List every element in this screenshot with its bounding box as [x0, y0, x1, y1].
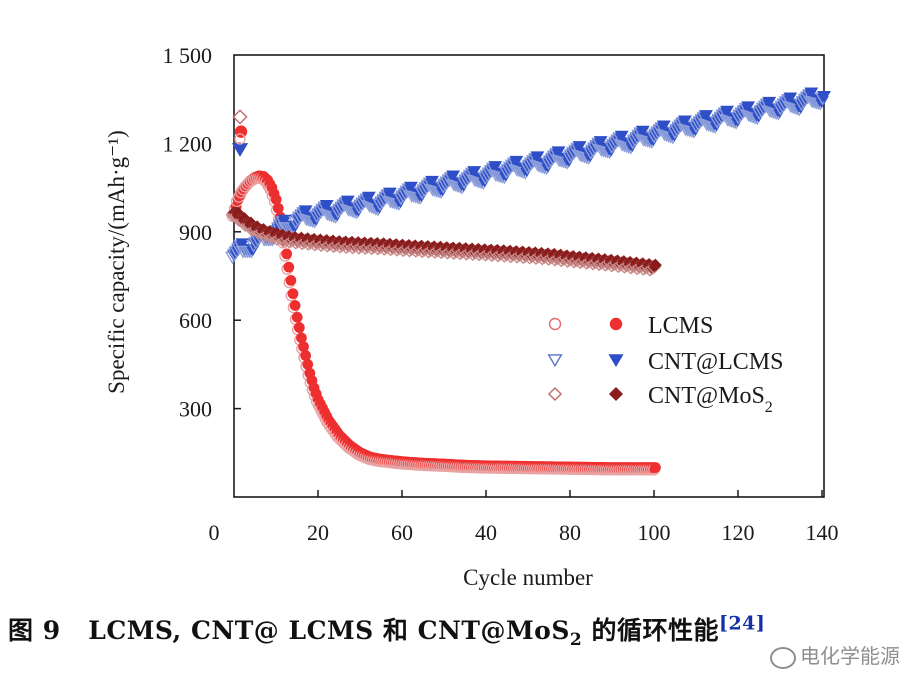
cnt-lcms-point	[656, 120, 671, 133]
plot-frame	[233, 54, 825, 498]
lcms-point	[281, 248, 293, 260]
x-tick-label: 140	[806, 520, 839, 545]
caption-subscript: 2	[569, 630, 583, 650]
cnt-lcms-point	[277, 214, 292, 227]
cnt-lcms-point	[446, 170, 461, 183]
lcms-point	[302, 359, 314, 370]
cnt-lcms-point	[530, 151, 545, 164]
y-tick-label: 600	[179, 308, 212, 333]
cnt-lcms-point	[298, 205, 313, 218]
cnt-lcms-point	[319, 200, 334, 212]
lcms-point	[272, 202, 284, 214]
legend-label-subscript: 2	[765, 399, 773, 416]
cnt-lcms-point	[804, 87, 819, 100]
y-tick-label: 1 200	[163, 131, 213, 156]
legend-label: CNT@LCMS	[648, 349, 783, 375]
legend-marker-open	[547, 386, 563, 402]
cnt-lcms-point	[678, 115, 692, 128]
y-tick-label: 900	[179, 220, 212, 245]
cnt-lcms-point	[383, 187, 397, 200]
cnt-lcms-point	[614, 130, 629, 143]
cnt-lcms-point	[593, 136, 608, 148]
cnt-lcms-point	[488, 161, 503, 173]
y-tick-label: 300	[179, 397, 212, 422]
lcms-point	[291, 311, 303, 323]
lcms-point	[289, 300, 301, 311]
lcms-point	[287, 288, 299, 300]
y-tick-label: 0	[209, 520, 220, 545]
legend-label: LCMS	[648, 313, 713, 339]
cnt-lcms-point	[404, 181, 418, 194]
cnt-lcms-point	[235, 238, 250, 251]
cnt-lcms-point	[551, 146, 566, 159]
legend-marker-filled	[609, 317, 623, 331]
legend-marker-filled	[608, 354, 624, 368]
x-axis-ticks: 20 60 40 80 100 120 140	[307, 490, 839, 545]
lcms-point	[285, 275, 297, 286]
lcms-initial-open-point	[234, 133, 246, 145]
watermark: 电化学能源	[770, 640, 912, 680]
legend: LCMS CNT@LCMS CNT@MoS2	[547, 313, 783, 416]
cnt-lcms-point	[720, 105, 734, 118]
y-tick-label: 1 500	[163, 43, 213, 68]
x-tick-label: 120	[722, 520, 755, 545]
x-tick-label: 20	[307, 520, 329, 545]
cnt-lcms-point	[340, 195, 355, 208]
cnt-lcms-initial-point	[231, 143, 249, 157]
cnt-lcms-point	[467, 166, 482, 178]
x-tick-label: 80	[559, 520, 581, 545]
caption-figure-label: 图 9	[8, 616, 61, 645]
legend-marker-open	[548, 317, 562, 331]
cnt-mos2-initial-point	[232, 109, 248, 125]
cnt-lcms-point	[635, 125, 650, 138]
x-tick-label: 60	[391, 520, 413, 545]
cnt-mos2-point	[648, 258, 662, 272]
cnt-lcms-point	[361, 191, 376, 204]
series-2	[225, 206, 662, 277]
cnt-lcms-point	[509, 155, 524, 168]
cnt-lcms-point	[699, 110, 713, 122]
figure-caption: 图 9 LCMS, CNT@ LCMS 和 CNT@MoS2 的循环性能[24]	[8, 611, 908, 650]
series-0	[226, 170, 661, 476]
caption-text: LCMS, CNT@ LCMS 和 CNT@MoS	[88, 616, 570, 645]
lcms-point	[300, 350, 312, 361]
initial-points	[231, 109, 249, 157]
cnt-lcms-point	[741, 101, 756, 114]
cnt-lcms-point	[762, 96, 777, 109]
series-layer	[224, 87, 831, 476]
x-tick-label: 40	[475, 520, 497, 545]
caption-tail: 的循环性能	[582, 616, 719, 645]
lcms-point	[650, 462, 661, 473]
lcms-point	[293, 322, 305, 333]
caption-reference: [24]	[718, 612, 766, 635]
watermark-text: 电化学能源	[800, 644, 900, 668]
x-tick-label: 100	[638, 520, 671, 545]
cnt-lcms-point	[425, 175, 439, 188]
wechat-icon	[770, 646, 796, 669]
legend-marker-filled	[608, 386, 624, 402]
y-axis-ticks: 0 300 600 900 1 200 1 500	[163, 43, 241, 545]
legend-marker-open	[547, 354, 563, 368]
lcms-point	[296, 332, 307, 344]
cnt-lcms-point	[572, 141, 587, 153]
cnt-lcms-point	[783, 92, 798, 105]
series-1	[224, 87, 831, 265]
lcms-point	[270, 194, 282, 205]
lcms-point	[283, 261, 295, 273]
cnt-lcms-point	[817, 90, 831, 103]
x-axis-label: Cycle number	[463, 565, 593, 590]
lcms-point	[298, 341, 309, 353]
legend-label: CNT@MoS2	[648, 383, 773, 416]
y-axis-label: Specific capacity/(mAh·g⁻¹)	[104, 130, 129, 394]
